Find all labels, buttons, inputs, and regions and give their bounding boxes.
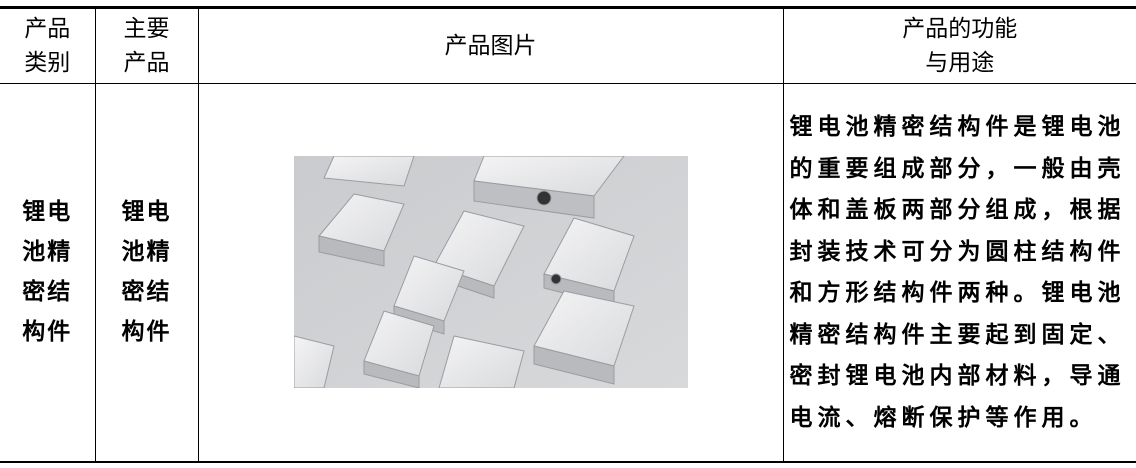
header-row: 产品类别 主要产品 产品图片 产品的功能与用途 (0, 6, 1136, 84)
table-header: 产品类别 主要产品 产品图片 产品的功能与用途 (0, 6, 1136, 84)
header-cell: 产品图片 (197, 6, 784, 84)
header-cell: 产品类别 (0, 6, 96, 84)
header-cell: 主要产品 (94, 6, 199, 84)
header-cell: 产品的功能与用途 (782, 6, 1136, 84)
header-text: 主要产品 (123, 16, 170, 76)
product-image (293, 156, 688, 389)
product-table: 产品类别 主要产品 产品图片 产品的功能与用途 锂电池精密结构件 锂电池精密结构… (0, 6, 1136, 463)
category: 锂电池精密结构件 (22, 198, 73, 346)
table-body: 锂电池精密结构件 锂电池精密结构件 (0, 83, 1136, 463)
cell (197, 83, 784, 463)
header-text: 产品类别 (24, 16, 71, 76)
header-text: 产品的功能与用途 (902, 16, 1018, 76)
cell: 锂电池精密结构件 (94, 83, 199, 463)
header-text: 产品图片 (444, 33, 537, 59)
function-text: 锂电池精密结构件是锂电池的重要组成部分，一般由壳体和盖板两部分组成，根据封装技术… (789, 113, 1126, 431)
cell: 锂电池精密结构件 (0, 83, 96, 463)
function-cell: 锂电池精密结构件是锂电池的重要组成部分，一般由壳体和盖板两部分组成，根据封装技术… (782, 83, 1136, 463)
body-row: 锂电池精密结构件 锂电池精密结构件 (0, 83, 1136, 463)
product: 锂电池精密结构件 (121, 198, 172, 346)
